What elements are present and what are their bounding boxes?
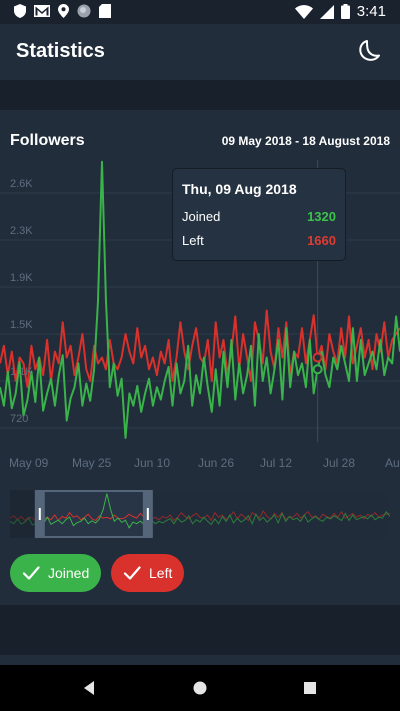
card-title: Followers xyxy=(10,132,85,149)
navigator-dim-right xyxy=(147,490,390,538)
joined-toggle-chip[interactable]: Joined xyxy=(10,554,101,592)
x-tick-label: Jun 10 xyxy=(134,456,171,470)
y-tick-label: 2.6K xyxy=(10,178,33,190)
grip-icon xyxy=(146,508,149,520)
shield-icon xyxy=(14,4,26,18)
y-tick-label: 720 xyxy=(10,413,29,425)
app-bar: Statistics xyxy=(0,24,400,80)
status-bar: 3:41 xyxy=(0,0,400,24)
gmail-icon xyxy=(34,5,50,17)
tooltip-row-joined: Joined 1320 xyxy=(182,209,336,224)
tooltip-label: Left xyxy=(182,233,204,248)
section-gap xyxy=(0,80,400,110)
grip-icon xyxy=(38,508,41,520)
battery-icon xyxy=(340,4,350,19)
x-tick-label: May 09 xyxy=(9,456,49,470)
circle-icon xyxy=(77,4,91,18)
recents-button[interactable] xyxy=(299,677,321,699)
moon-icon[interactable] xyxy=(356,38,382,64)
followers-card: Followers 09 May 2018 - 18 August 2018 7… xyxy=(0,110,400,605)
status-time: 3:41 xyxy=(356,3,386,20)
back-icon xyxy=(84,681,94,695)
location-icon xyxy=(58,4,69,18)
system-nav-bar xyxy=(0,665,400,711)
status-right-icons: 3:41 xyxy=(294,3,386,20)
y-tick-label: 1.9K xyxy=(10,272,33,284)
x-tick-label: Jul 12 xyxy=(260,456,293,470)
tooltip-date: Thu, 09 Aug 2018 xyxy=(182,181,297,197)
page-title: Statistics xyxy=(16,40,105,62)
tooltip-value: 1660 xyxy=(307,233,336,248)
left-chip-label: Left xyxy=(149,565,173,581)
tooltip-label: Joined xyxy=(182,209,221,224)
y-tick-label: 1.5K xyxy=(10,319,33,331)
y-tick-label: 1.1K xyxy=(10,366,33,378)
navigator-line-joined xyxy=(10,493,390,529)
x-tick-label: May 25 xyxy=(72,456,112,470)
series-line-joined xyxy=(0,160,400,439)
recents-icon xyxy=(304,682,316,694)
status-left-icons xyxy=(14,4,111,18)
checkmark-icon xyxy=(123,566,141,580)
divider xyxy=(0,655,400,665)
home-button[interactable] xyxy=(189,677,211,699)
x-tick-label: Au xyxy=(385,456,400,470)
left-toggle-chip[interactable]: Left xyxy=(111,554,184,592)
data-tooltip: Thu, 09 Aug 2018 Joined 1320 Left 1660 xyxy=(172,168,346,261)
y-tick-label: 2.3K xyxy=(10,225,33,237)
signal-icon xyxy=(319,4,334,19)
sd-card-icon xyxy=(99,4,111,18)
navigator-line-left xyxy=(10,510,390,523)
selection-point-joined xyxy=(312,364,323,375)
selection-point-left xyxy=(312,352,323,363)
tooltip-row-left: Left 1660 xyxy=(182,233,336,248)
joined-chip-label: Joined xyxy=(48,565,90,581)
tooltip-value: 1320 xyxy=(307,209,336,224)
range-navigator[interactable] xyxy=(10,490,390,538)
series-line-left xyxy=(0,309,400,389)
wifi-icon xyxy=(294,4,313,19)
x-tick-label: Jul 28 xyxy=(323,456,356,470)
x-tick-label: Jun 26 xyxy=(198,456,235,470)
home-icon xyxy=(193,681,207,695)
checkmark-icon xyxy=(22,566,40,580)
date-range: 09 May 2018 - 18 August 2018 xyxy=(221,134,390,148)
back-button[interactable] xyxy=(78,677,100,699)
bottom-area xyxy=(0,605,400,665)
followers-line-chart[interactable] xyxy=(0,150,400,490)
